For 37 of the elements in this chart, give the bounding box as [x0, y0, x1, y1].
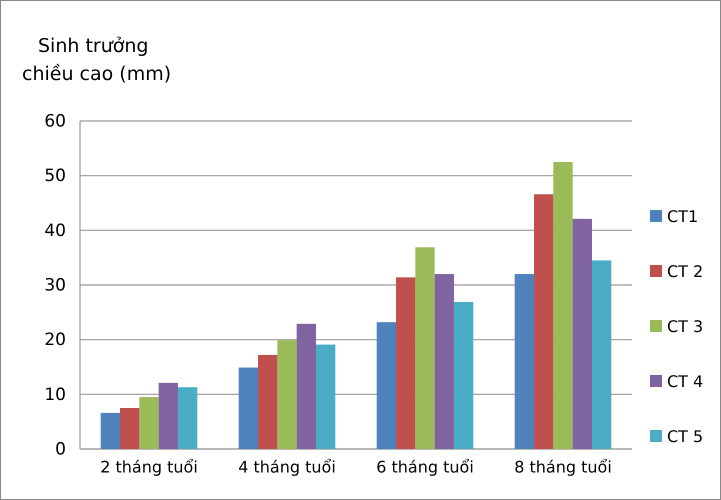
bar [376, 322, 396, 449]
y-tick-label: 40 [44, 220, 66, 241]
y-tick-label: 10 [44, 384, 66, 405]
bar [139, 397, 159, 449]
bar [238, 368, 258, 449]
bar [158, 382, 178, 449]
bar [258, 354, 278, 449]
bar [434, 274, 454, 449]
bar [592, 260, 612, 449]
x-tick-label: 6 tháng tuổi [376, 457, 474, 476]
bar [572, 218, 592, 449]
y-axis-title: Sinh trưởng chiều cao (mm) [22, 35, 172, 85]
legend-label: CT 5 [667, 427, 704, 446]
bar [396, 277, 416, 449]
bar [277, 340, 297, 449]
bar [296, 324, 316, 449]
bar [120, 408, 140, 449]
legend-label: CT 3 [667, 317, 704, 336]
y-tick-label: 0 [55, 439, 66, 460]
y-tick-label: 30 [44, 275, 66, 296]
bar [553, 162, 573, 449]
x-tick-label: 2 tháng tuổi [100, 457, 198, 476]
bar [514, 274, 534, 449]
bar [178, 387, 198, 449]
y-tick-label: 20 [44, 330, 66, 350]
x-tick-label: 4 tháng tuổi [238, 457, 336, 476]
legend-label: CT 2 [667, 262, 704, 281]
bar [316, 344, 336, 449]
y-tick-label: 60 [44, 111, 66, 132]
legend-label: CT1 [667, 207, 698, 226]
bar [534, 194, 554, 449]
x-tick-label: 8 tháng tuổi [514, 457, 612, 476]
legend-label: CT 4 [667, 372, 704, 391]
y-tick-label: 50 [44, 166, 66, 186]
bar [415, 247, 435, 449]
bar [100, 412, 120, 449]
bar [454, 302, 474, 449]
